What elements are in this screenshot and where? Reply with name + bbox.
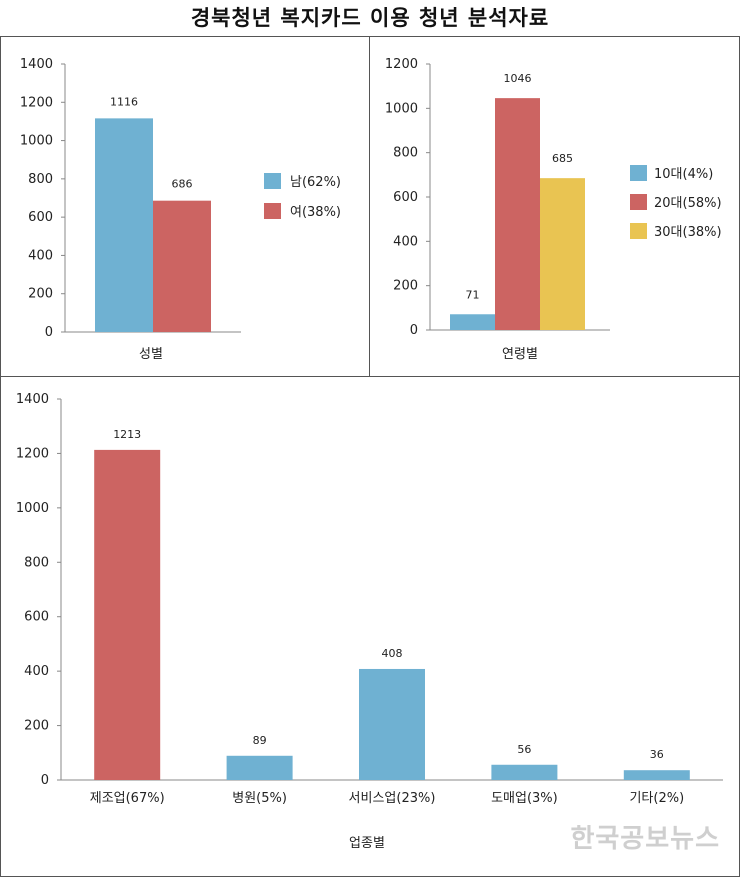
gender-x-label: 성별 <box>139 347 163 362</box>
age-bar <box>450 314 495 330</box>
age-legend-label: 20대(58%) <box>654 196 722 211</box>
age-y-tick-label: 0 <box>410 323 418 338</box>
gender-chart: 0 200 400 600 800 1000 1200 1400 1116 686 성별 남(62%)… <box>1 37 371 378</box>
industry-value-label: 56 <box>517 743 531 756</box>
industry-value-label: 1213 <box>113 428 141 441</box>
age-bar <box>540 178 585 330</box>
industry-value-label: 89 <box>253 734 267 747</box>
industry-x-label: 업종별 <box>349 836 385 851</box>
gender-y-tick-label: 1000 <box>20 134 53 149</box>
industry-bar <box>359 669 425 780</box>
industry-bar <box>624 770 690 780</box>
gender-y-tick-label: 0 <box>45 325 53 340</box>
industry-y-tick-label: 1400 <box>16 392 49 407</box>
page-title: 경북청년 복지카드 이용 청년 분석자료 <box>0 0 740 36</box>
age-y-tick-label: 200 <box>393 279 418 294</box>
age-legend-swatch <box>630 194 647 210</box>
gender-y-tick-label: 400 <box>28 248 53 263</box>
industry-y-tick-label: 800 <box>24 555 49 570</box>
industry-bar <box>94 450 160 780</box>
industry-category-label: 병원(5%) <box>232 791 287 806</box>
age-bar <box>495 98 540 330</box>
age-legend-swatch <box>630 223 647 239</box>
industry-y-tick-label: 1000 <box>16 501 49 516</box>
industry-value-label: 36 <box>650 748 664 761</box>
age-value-label: 685 <box>552 152 573 165</box>
industry-category-label: 기타(2%) <box>629 791 684 806</box>
industry-y-tick-label: 400 <box>24 664 49 679</box>
gender-legend-swatch <box>264 173 281 189</box>
age-legend-swatch <box>630 165 647 181</box>
gender-y-tick-label: 1200 <box>20 95 53 110</box>
industry-y-tick-label: 200 <box>24 719 49 734</box>
age-y-tick-label: 1000 <box>385 101 418 116</box>
industry-chart: 0 200 400 600 800 1000 1200 1400 1213 제조업(67%) 89 병… <box>1 377 740 878</box>
industry-category-label: 서비스업(23%) <box>349 791 436 806</box>
gender-legend-swatch <box>264 203 281 219</box>
industry-category-label: 제조업(67%) <box>90 791 165 806</box>
watermark: 한국공보뉴스 <box>570 818 720 855</box>
industry-y-tick-label: 0 <box>41 773 49 788</box>
gender-chart-panel: 0 200 400 600 800 1000 1200 1400 1116 686 성별 남(62%)… <box>0 36 370 377</box>
gender-value-label: 1116 <box>110 95 138 108</box>
age-x-label: 연령별 <box>502 347 538 362</box>
age-y-tick-label: 400 <box>393 234 418 249</box>
gender-y-tick-label: 800 <box>28 172 53 187</box>
gender-value-label: 686 <box>172 178 193 191</box>
gender-y-tick-label: 200 <box>28 287 53 302</box>
age-chart-panel: 0 200 400 600 800 1000 1200 71 1046 685 연령별 10대(4%)… <box>369 36 740 377</box>
gender-bar <box>95 118 153 332</box>
age-value-label: 71 <box>466 288 480 301</box>
industry-value-label: 408 <box>382 647 403 660</box>
age-y-tick-label: 600 <box>393 190 418 205</box>
age-y-tick-label: 1200 <box>385 57 418 72</box>
age-y-tick-label: 800 <box>393 146 418 161</box>
gender-bar <box>153 201 211 332</box>
age-chart: 0 200 400 600 800 1000 1200 71 1046 685 연령별 10대(4%)… <box>370 37 740 378</box>
age-value-label: 1046 <box>504 72 532 85</box>
industry-y-tick-label: 1200 <box>16 446 49 461</box>
industry-category-label: 도매업(3%) <box>491 791 558 806</box>
gender-y-tick-label: 1400 <box>20 57 53 72</box>
industry-y-tick-label: 600 <box>24 610 49 625</box>
age-legend-label: 10대(4%) <box>654 167 713 182</box>
industry-bar <box>227 756 293 780</box>
industry-chart-panel: 0 200 400 600 800 1000 1200 1400 1213 제조업(67%) 89 병… <box>0 376 740 877</box>
age-legend-label: 30대(38%) <box>654 225 722 240</box>
gender-legend-label: 남(62%) <box>290 175 341 190</box>
industry-bar <box>491 765 557 780</box>
gender-legend-label: 여(38%) <box>290 205 341 220</box>
gender-y-tick-label: 600 <box>28 210 53 225</box>
